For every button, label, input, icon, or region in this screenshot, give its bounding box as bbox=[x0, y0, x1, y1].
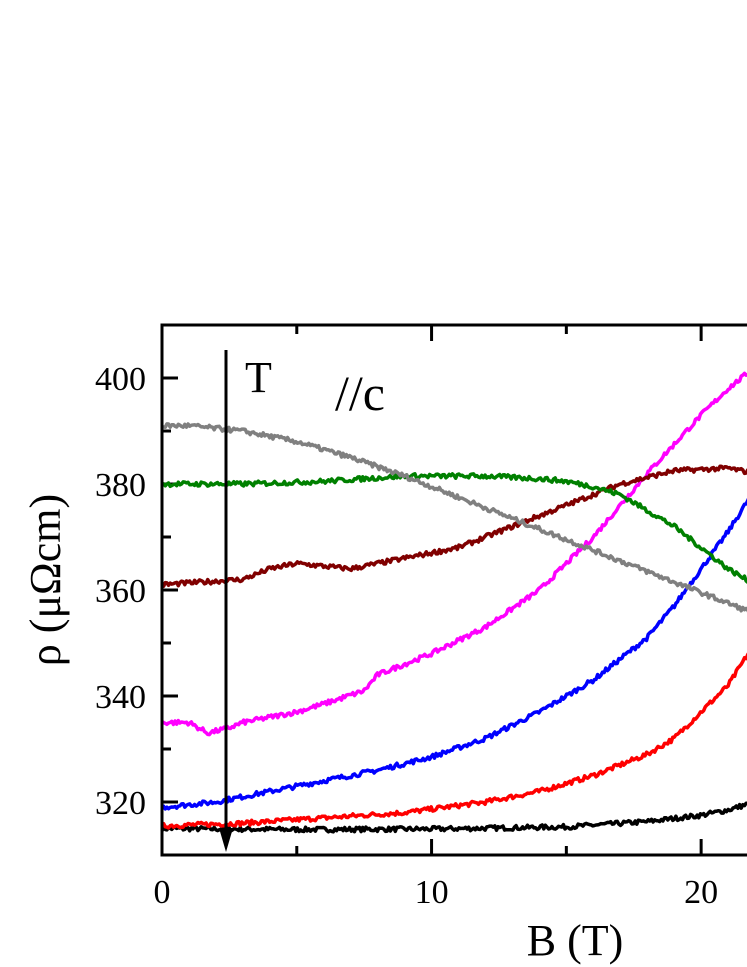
x-tick-label: 20 bbox=[684, 874, 718, 911]
annotation-temperature: T bbox=[245, 353, 272, 402]
x-tick-label: 10 bbox=[415, 874, 449, 911]
y-tick-labels: 320 340 360 380 400 bbox=[95, 361, 146, 822]
y-tick-label: 340 bbox=[95, 679, 146, 716]
series-line-0 bbox=[160, 801, 747, 834]
y-tick-label: 320 bbox=[95, 785, 146, 822]
series-line-5 bbox=[161, 472, 747, 584]
data-series bbox=[160, 371, 747, 834]
series-line-2 bbox=[160, 497, 747, 811]
annotation-field-direction: //c bbox=[335, 365, 385, 421]
y-tick-label: 360 bbox=[95, 573, 146, 610]
x-tick-labels: 0 10 20 bbox=[154, 874, 719, 911]
plot-frame bbox=[160, 323, 747, 857]
temperature-arrow-head bbox=[219, 828, 233, 852]
series-line-4 bbox=[160, 464, 747, 588]
x-tick-label: 0 bbox=[154, 874, 171, 911]
series-line-6 bbox=[161, 422, 747, 613]
series-line-1 bbox=[161, 652, 747, 830]
y-axis-title: ρ (μΩcm) bbox=[21, 494, 70, 666]
y-tick-label: 380 bbox=[95, 467, 146, 504]
axis-ticks bbox=[160, 323, 703, 857]
x-axis-title: B (T) bbox=[527, 916, 624, 965]
y-tick-label: 400 bbox=[95, 361, 146, 398]
series-line-3 bbox=[161, 371, 747, 737]
